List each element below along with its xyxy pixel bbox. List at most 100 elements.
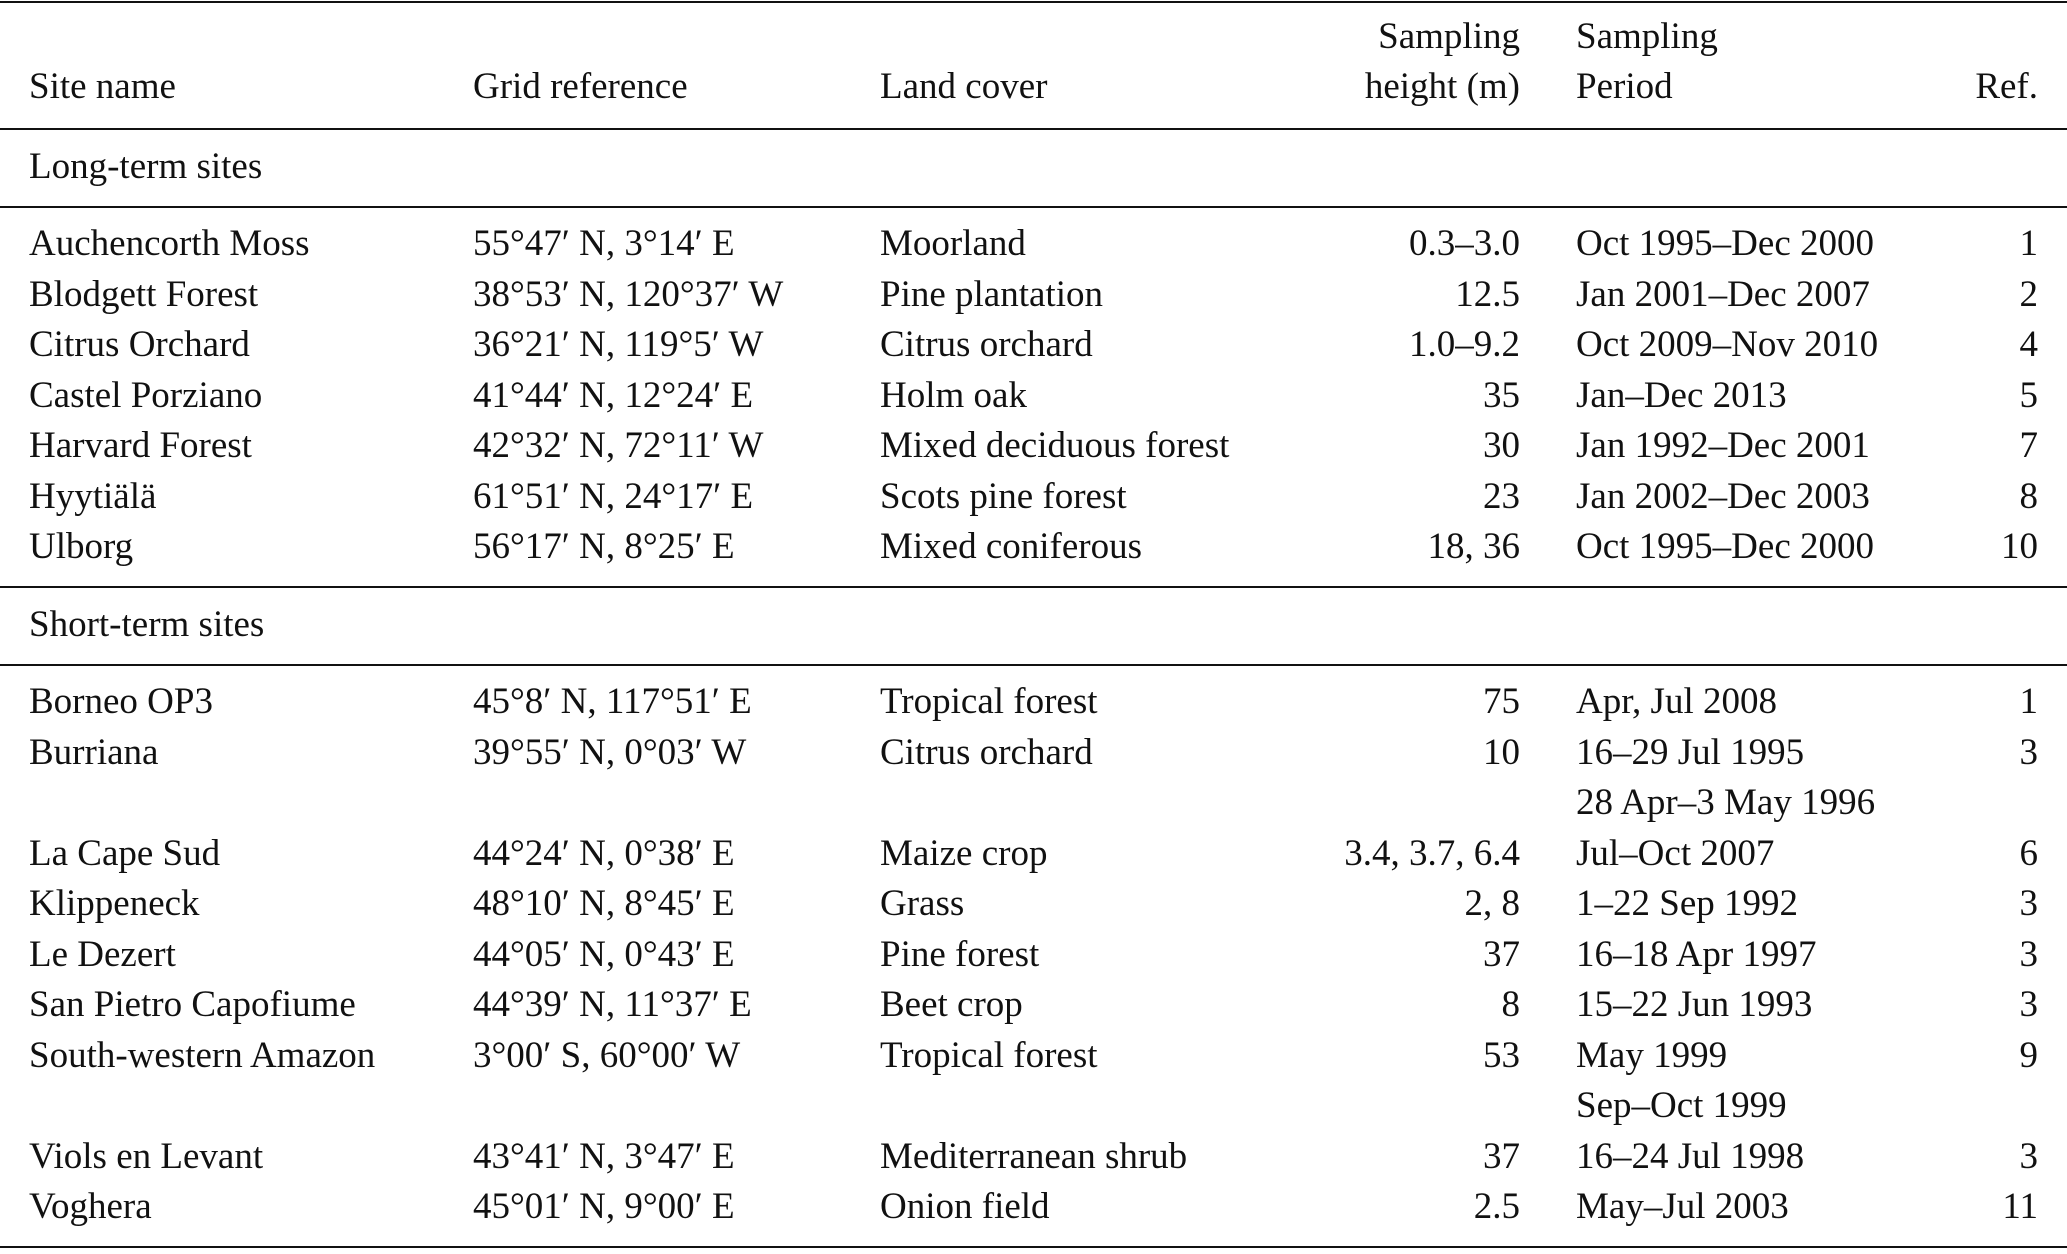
cell: Jan 2001–Dec 2007 [1576, 273, 1870, 315]
cell: 45°8′ N, 117°51′ E [473, 681, 752, 722]
cell: 37 [1483, 933, 1520, 975]
cell: 36°21′ N, 119°5′ W [473, 324, 764, 365]
cell: 10 [2001, 526, 2038, 567]
cell: 55°47′ N, 3°14′ E [473, 223, 735, 264]
cell: 3°00′ S, 60°00′ W [473, 1034, 741, 1076]
cell: Moorland [880, 223, 1026, 264]
cell: Beet crop [880, 984, 1023, 1025]
cell: Burriana [29, 731, 159, 773]
cell: 3.4, 3.7, 6.4 [1344, 832, 1520, 874]
cell: 44°24′ N, 0°38′ E [473, 832, 735, 874]
cell: Mediterranean shrub [880, 1135, 1188, 1177]
cell: 30 [1483, 425, 1520, 466]
cell: 3 [2019, 933, 2039, 975]
cell: Oct 1995–Dec 2000 [1576, 526, 1874, 567]
cell: Citrus Orchard [29, 324, 250, 365]
cell: Viols en Levant [29, 1135, 264, 1177]
cell: Pine forest [880, 933, 1040, 975]
cell: 2, 8 [1464, 883, 1521, 924]
cell: 2 [2019, 273, 2039, 315]
cell: 8 [1501, 984, 1521, 1025]
cell: May 1999 [1576, 1034, 1728, 1076]
cell: 1.0–9.2 [1409, 324, 1520, 365]
cell: 44°39′ N, 11°37′ E [473, 984, 752, 1025]
cell: 3 [2019, 984, 2039, 1025]
cell: Jan–Dec 2013 [1576, 374, 1787, 416]
cell: 8 [2019, 475, 2039, 517]
cell: Auchencorth Moss [29, 223, 310, 264]
cell: Jan 1992–Dec 2001 [1576, 425, 1870, 466]
cell: Blodgett Forest [29, 273, 259, 315]
column-header: Sampling [1576, 16, 1718, 57]
cell: 6 [2019, 832, 2039, 874]
rule [0, 128, 2067, 130]
cell: 18, 36 [1427, 526, 1521, 567]
cell: 12.5 [1455, 273, 1520, 315]
cell: 2.5 [1473, 1186, 1520, 1227]
cell: Oct 1995–Dec 2000 [1576, 223, 1874, 264]
cell: Harvard Forest [29, 425, 252, 466]
cell: 11 [2002, 1186, 2038, 1227]
cell: Tropical forest [880, 1034, 1098, 1076]
cell: 42°32′ N, 72°11′ W [473, 425, 764, 466]
cell: Holm oak [880, 374, 1027, 416]
column-header: Period [1576, 66, 1673, 107]
cell: Le Dezert [29, 933, 176, 975]
cell: 35 [1483, 374, 1520, 416]
cell: 23 [1483, 475, 1520, 517]
cell: Mixed coniferous [880, 526, 1143, 567]
cell: 3 [2019, 883, 2039, 924]
cell: Tropical forest [880, 681, 1098, 722]
cell: Onion field [880, 1186, 1050, 1227]
cell: 1 [2019, 223, 2039, 264]
column-header: Site name [29, 66, 176, 107]
cell: Hyytiälä [29, 475, 157, 517]
cell: 28 Apr–3 May 1996 [1576, 782, 1876, 823]
cell: 38°53′ N, 120°37′ W [473, 273, 784, 315]
cell: 44°05′ N, 0°43′ E [473, 933, 735, 975]
column-header: Land cover [880, 66, 1048, 107]
cell: 75 [1483, 681, 1520, 722]
cell: Oct 2009–Nov 2010 [1576, 324, 1879, 365]
rule [0, 0, 2067, 4]
cell: Jan 2002–Dec 2003 [1576, 475, 1870, 517]
cell: 37 [1483, 1135, 1520, 1177]
cell: Citrus orchard [880, 731, 1093, 773]
cell: Pine plantation [880, 273, 1103, 315]
cell: Ulborg [29, 526, 134, 567]
cell: 4 [2019, 324, 2039, 365]
cell: La Cape Sud [29, 832, 221, 874]
section-title: Long-term sites [29, 146, 263, 187]
rule [0, 206, 2067, 208]
cell: Jul–Oct 2007 [1576, 832, 1775, 874]
cell: 0.3–3.0 [1409, 223, 1520, 264]
rule [0, 1245, 2067, 1249]
cell: Maize crop [880, 832, 1048, 874]
cell: 10 [1483, 731, 1520, 773]
cell: San Pietro Capofiume [29, 984, 356, 1025]
cell: 39°55′ N, 0°03′ W [473, 731, 747, 773]
cell: 3 [2019, 1135, 2039, 1177]
cell: 48°10′ N, 8°45′ E [473, 883, 735, 924]
cell: Castel Porziano [29, 374, 263, 416]
cell: Citrus orchard [880, 324, 1093, 365]
cell: Mixed deciduous forest [880, 425, 1230, 466]
cell: 61°51′ N, 24°17′ E [473, 475, 754, 517]
rule [0, 586, 2067, 588]
cell: Klippeneck [29, 883, 200, 924]
column-header: Ref. [1975, 66, 2038, 107]
cell: 1–22 Sep 1992 [1576, 883, 1798, 924]
cell: Borneo OP3 [29, 681, 213, 722]
cell: Apr, Jul 2008 [1576, 681, 1777, 722]
section-title: Short-term sites [29, 604, 265, 645]
cell: 56°17′ N, 8°25′ E [473, 526, 735, 567]
cell: Grass [880, 883, 965, 924]
column-header: Sampling [1378, 16, 1520, 57]
cell: 5 [2019, 374, 2039, 416]
cell: 7 [2019, 425, 2039, 466]
cell: 3 [2019, 731, 2039, 773]
column-header: Grid reference [473, 66, 688, 107]
cell: Scots pine forest [880, 475, 1127, 517]
cell: 16–29 Jul 1995 [1576, 731, 1805, 773]
